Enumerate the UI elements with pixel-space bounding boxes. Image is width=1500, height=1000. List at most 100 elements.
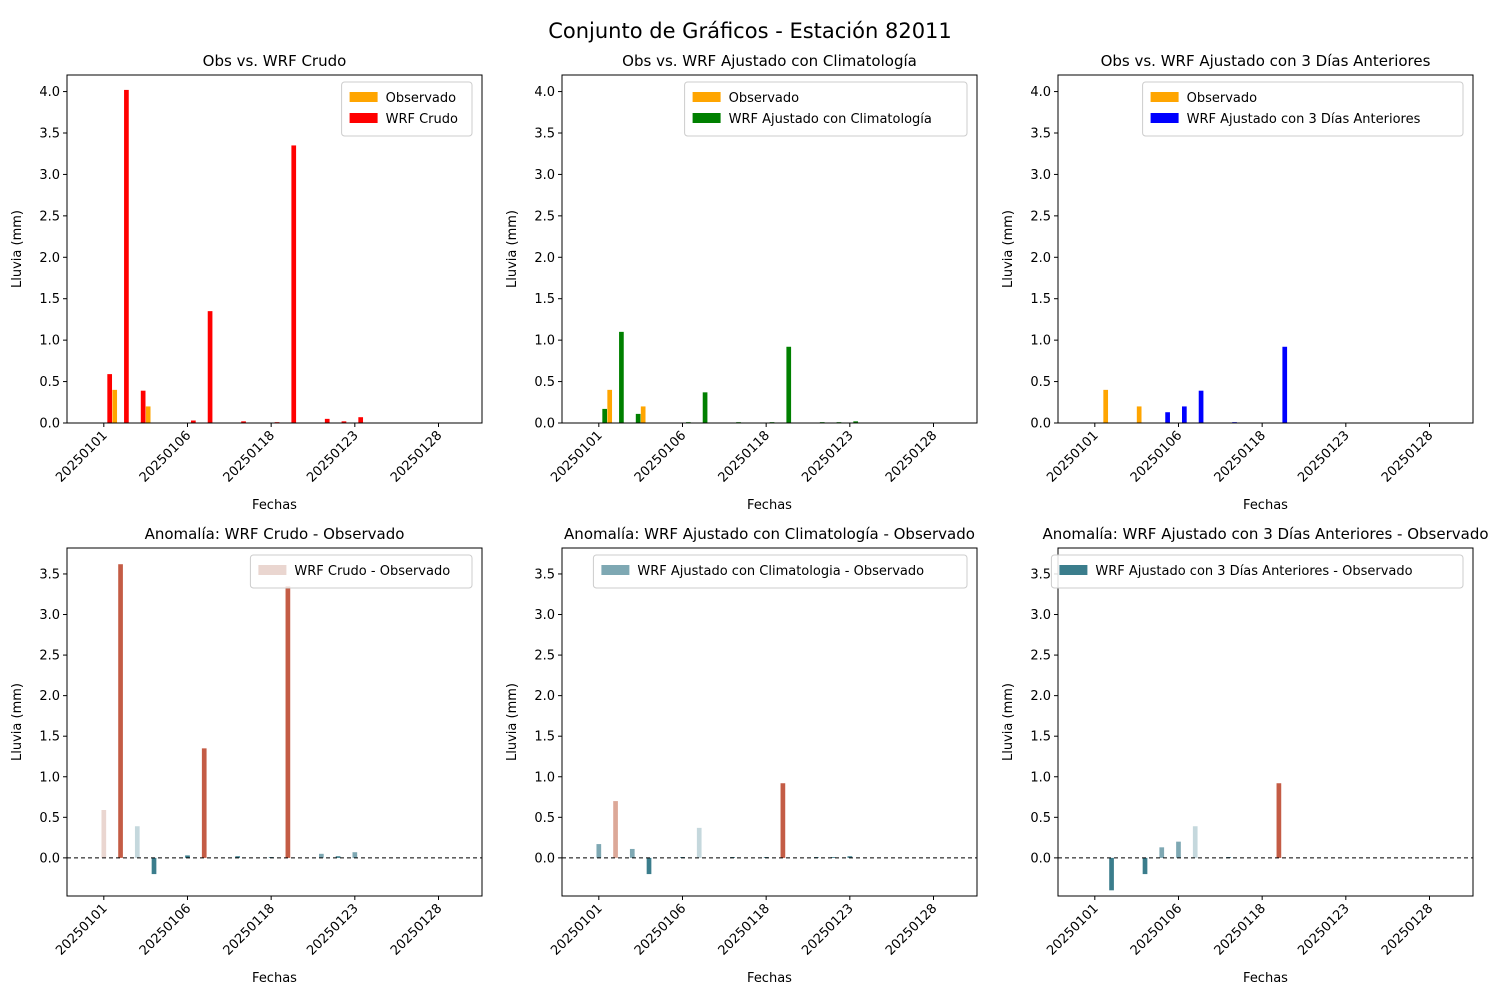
x-tick-label: 20250128 [883,428,940,485]
y-tick-label: 2.5 [39,209,60,224]
bar-2-1 [619,331,624,423]
y-tick-label: 1.5 [1030,292,1051,307]
x-tick-label: 20250128 [388,428,445,485]
bar-1-14 [335,856,341,858]
axes-frame [561,74,978,424]
y-tick-label: 1.0 [534,334,555,349]
bar-1-15 [352,852,358,858]
subplot-title: Anomalía: WRF Crudo - Observado [145,525,405,543]
x-tick-label: 20250106 [632,428,689,485]
x-tick-label: 20250118 [221,901,278,958]
subplot-title: Obs vs. WRF Ajustado con Climatología [622,52,917,70]
x-tick-label: 20250123 [799,428,856,485]
y-tick-label: 1.0 [1030,334,1051,349]
legend-box [592,554,968,589]
legend-swatch [349,113,378,123]
legend-box [1050,554,1464,589]
y-tick-label: 1.5 [39,292,60,307]
bar-2-6 [702,392,708,423]
figure-suptitle: Conjunto de Gráficos - Estación 82011 [548,19,952,43]
legend: Observado WRF Ajustado con 3 Días Anterio… [1142,81,1464,137]
y-tick-label: 2.0 [39,689,60,704]
y-tick-label: 4.0 [39,85,60,100]
y-tick-label: 2.0 [534,251,555,266]
x-tick-label: 20250118 [716,428,773,485]
legend-swatch [692,92,721,102]
legend-entry: Observado [729,91,800,106]
y-tick-label: 1.0 [39,770,60,785]
bar-1-3 [1136,406,1142,423]
bar-1-1 [112,389,118,423]
legend: Observado WRF Crudo [341,81,473,137]
subplot-3: 0.0 0.5 1.0 1.5 2.0 2.5 3.0 3.5 4.0 20250101 20250… [1001,52,1474,513]
y-tick-label: 4.0 [534,85,555,100]
y-tick-label: 2.5 [534,209,555,224]
y-tick-label: 0.0 [1030,851,1051,866]
y-tick-label: 3.5 [1030,127,1051,142]
y-tick-label: 2.0 [1030,689,1051,704]
y-tick-label: 1.0 [39,334,60,349]
bar-2-6 [207,311,213,423]
bar-1-3 [646,857,652,875]
bar-2-15 [358,417,364,423]
subplot-title: Anomalía: WRF Ajustado con 3 Días Anteri… [1042,525,1488,543]
y-tick-label: 1.0 [534,770,555,785]
legend-entry: WRF Crudo - Observado [294,564,450,579]
bar-1-11 [780,783,786,858]
axes-frame [561,547,978,897]
x-tick-label: 20250106 [1128,901,1185,958]
x-axis-label: Fechas [1243,498,1288,513]
y-axis-label: Lluvia (mm) [10,210,25,288]
y-tick-label: 2.0 [39,251,60,266]
bar-1-1 [1109,857,1114,891]
bar-2-11 [786,346,792,423]
x-axis-label: Fechas [747,498,792,513]
y-tick-label: 0.5 [534,811,555,826]
subplot-6: 0.0 0.5 1.0 1.5 2.0 2.5 3.0 3.5 20250101 20250106… [1001,525,1489,986]
y-tick-label: 1.5 [39,730,60,745]
x-tick-label: 20250106 [137,428,194,485]
y-tick-label: 1.0 [1030,770,1051,785]
y-tick-label: 3.0 [1030,168,1051,183]
y-tick-label: 0.5 [39,811,60,826]
y-tick-label: 0.5 [534,375,555,390]
x-tick-label: 20250128 [883,901,940,958]
x-tick-label: 20250106 [137,901,194,958]
y-tick-label: 2.5 [534,649,555,664]
x-axis-label: Fechas [252,971,297,986]
bar-1-0 [101,810,107,858]
bar-1-3 [145,406,151,423]
subplot-title: Obs vs. WRF Ajustado con 3 Días Anterior… [1101,52,1431,70]
subplot-title: Obs vs. WRF Crudo [203,52,347,70]
x-tick-label: 20250101 [53,901,110,958]
bar-2-15 [853,421,859,423]
bar-1-4 [1159,847,1165,858]
bar-1-6 [201,748,207,858]
y-tick-label: 0.0 [1030,417,1051,432]
bar-1-1 [613,801,618,858]
axes-frame [66,547,483,897]
y-tick-label: 3.5 [39,127,60,142]
y-tick-label: 0.0 [534,417,555,432]
legend-entry: WRF Ajustado con Climatologia - Observad… [637,564,924,579]
bar-1-2 [629,848,635,858]
y-tick-label: 0.5 [1030,375,1051,390]
subplot-grid: 0.0 0.5 1.0 1.5 2.0 2.5 3.0 3.5 4.0 20250101 20250… [10,52,1489,986]
bar-1-1 [607,389,613,423]
bar-1-5 [185,855,190,858]
bar-2-2 [140,390,146,423]
x-tick-label: 20250123 [304,901,361,958]
y-tick-label: 3.5 [534,567,555,582]
legend-entry: WRF Ajustado con Climatología [729,112,932,127]
bar-1-15 [847,856,853,858]
bar-1-5 [1176,841,1181,858]
bar-2-11 [291,145,297,423]
subplot-5: 0.0 0.5 1.0 1.5 2.0 2.5 3.0 3.5 20250101 20250106… [505,525,978,986]
y-tick-label: 3.5 [39,567,60,582]
x-tick-label: 20250106 [632,901,689,958]
y-tick-label: 0.5 [39,375,60,390]
x-tick-label: 20250128 [1379,428,1436,485]
legend-entry: Observado [386,91,457,106]
bar-1-1 [118,564,123,858]
